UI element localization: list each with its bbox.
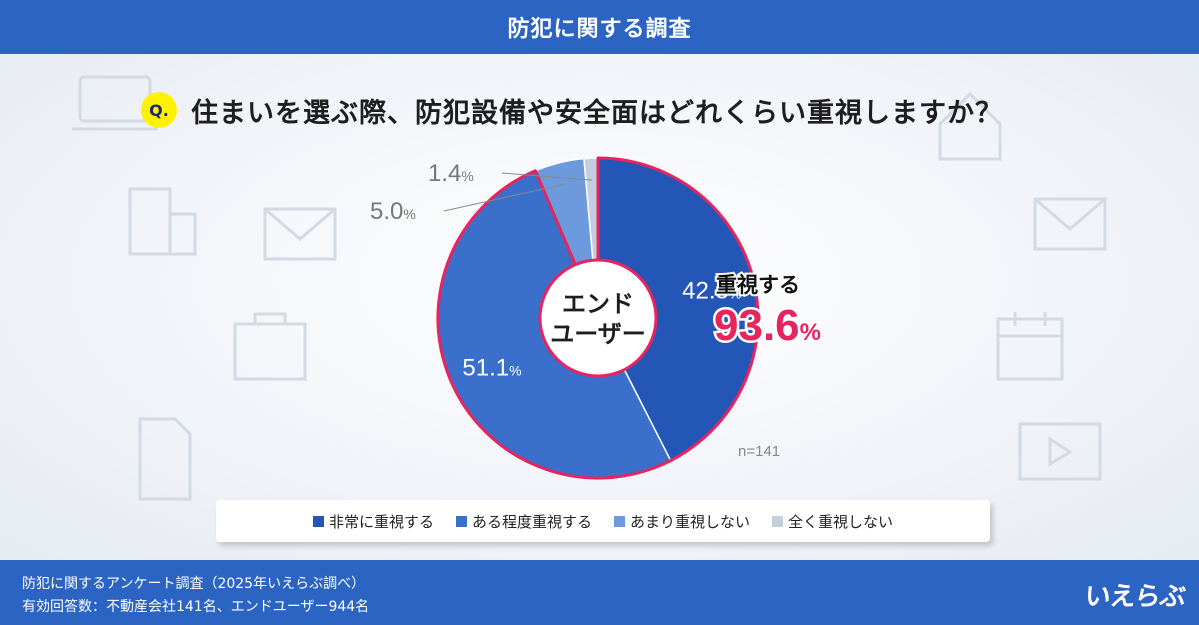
- center-label-line-2: ユーザー: [550, 320, 646, 348]
- footer-respondents: 有効回答数：不動産会社141名、エンドユーザー944名: [22, 599, 370, 615]
- value-label-3: 5.0%: [370, 198, 416, 225]
- legend-item-3: あまり重視しない: [614, 511, 750, 532]
- house-icon: [938, 91, 1002, 161]
- question-text: 住まいを選ぶ際、防犯設備や安全面はどれくらい重視しますか？: [191, 97, 1003, 129]
- header-title: 防犯に関する調査: [507, 17, 692, 42]
- footer-bar: [0, 560, 1199, 625]
- legend-swatch: [455, 515, 467, 527]
- document-icon: [138, 417, 192, 501]
- legend-swatch: [312, 515, 324, 527]
- legend-swatch: [614, 515, 625, 527]
- envelope-icon-right: [1033, 197, 1107, 251]
- legend-item-1: 非常に重視する: [312, 511, 434, 532]
- legend-swatch: [772, 515, 784, 527]
- emphasis-value: 93.6%: [714, 301, 821, 350]
- video-icon: [1018, 422, 1102, 481]
- building-icon: [128, 187, 197, 256]
- folder-icon: [233, 312, 307, 381]
- donut-hole: [538, 258, 658, 378]
- sample-size: n=141: [738, 443, 780, 460]
- legend-item-2: ある程度重視する: [455, 511, 592, 532]
- leader-line-3: [443, 183, 565, 212]
- legend-label: 全く重視しない: [788, 512, 894, 531]
- center-label-line-1: エンド: [562, 290, 634, 318]
- legend-label: 非常に重視する: [328, 512, 434, 531]
- legend-label: ある程度重視する: [471, 512, 592, 531]
- leader-line-4: [501, 172, 592, 181]
- emphasis-label: 重視する: [716, 273, 800, 297]
- value-label-4: 1.4%: [428, 160, 474, 187]
- header-bar: 防犯に関する調査: [0, 0, 1199, 54]
- calendar-icon: [996, 312, 1064, 381]
- value-label-1: 42.5%: [682, 278, 741, 305]
- question-row: Q. 住まいを選ぶ際、防犯設備や安全面はどれくらい重視しますか？: [141, 90, 1003, 130]
- highlight-outline: [436, 156, 760, 480]
- chart-legend: 非常に重視する ある程度重視する あまり重視しない 全く重視しない: [216, 500, 990, 542]
- envelope-icon: [263, 207, 337, 261]
- question-badge: Q.: [141, 92, 177, 128]
- footer-survey-title: 防犯に関するアンケート調査（2025年いえらぶ調べ）: [22, 576, 366, 592]
- brand-logo: いえらぶ: [1083, 582, 1187, 612]
- legend-item-4: 全く重視しない: [772, 511, 893, 532]
- value-label-2: 51.1%: [462, 354, 521, 381]
- legend-label: あまり重視しない: [630, 512, 751, 531]
